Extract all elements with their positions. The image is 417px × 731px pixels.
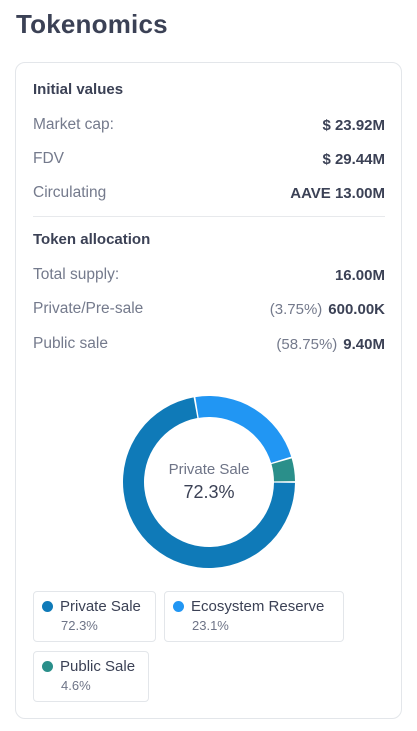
legend-label: Public Sale — [60, 658, 136, 675]
public-sale-percent: (58.75%) — [276, 335, 338, 353]
donut-slice-public-sale[interactable] — [271, 458, 295, 482]
total-supply-label: Total supply: — [33, 266, 120, 283]
allocation-donut-chart[interactable] — [119, 392, 299, 572]
public-sale-label: Public sale — [33, 335, 108, 352]
legend-value: 72.3% — [61, 618, 98, 633]
public-sale-value: 9.40M — [343, 335, 385, 353]
fdv-label: FDV — [33, 150, 64, 167]
page-title: Tokenomics — [16, 9, 168, 39]
total-supply-value: 16.00M — [334, 266, 385, 284]
market-cap-value: $ 23.92M — [322, 116, 385, 134]
initial-values-heading: Initial values — [33, 81, 124, 98]
public-sale-row: Public sale (58.75%) 9.40M — [33, 333, 385, 355]
legend-dot-ecosystem-reserve — [173, 601, 184, 612]
fdv-row: FDV $ 29.44M — [33, 148, 385, 170]
market-cap-label: Market cap: — [33, 116, 114, 133]
circulating-value: AAVE 13.00M — [290, 184, 385, 202]
private-presale-label: Private/Pre-sale — [33, 300, 144, 317]
tokenomics-card: Initial values Market cap: $ 23.92M FDV … — [15, 62, 402, 719]
donut-slice-ecosystem-reserve[interactable] — [195, 396, 292, 463]
token-allocation-heading: Token allocation — [33, 231, 151, 248]
private-presale-percent: (3.75%) — [269, 300, 323, 318]
legend-item-ecosystem-reserve[interactable]: Ecosystem Reserve 23.1% — [164, 591, 344, 642]
legend-item-public-sale[interactable]: Public Sale 4.6% — [33, 651, 149, 702]
legend-dot-public-sale — [42, 661, 53, 672]
market-cap-row: Market cap: $ 23.92M — [33, 114, 385, 136]
private-presale-value: 600.00K — [328, 300, 385, 318]
fdv-value: $ 29.44M — [322, 150, 385, 168]
circulating-row: Circulating AAVE 13.00M — [33, 182, 385, 204]
legend-item-private-sale[interactable]: Private Sale 72.3% — [33, 591, 156, 642]
legend-value: 23.1% — [192, 618, 229, 633]
legend-dot-private-sale — [42, 601, 53, 612]
private-presale-row: Private/Pre-sale (3.75%) 600.00K — [33, 298, 385, 320]
legend-label: Private Sale — [60, 598, 141, 615]
legend-label: Ecosystem Reserve — [191, 598, 325, 615]
circulating-label: Circulating — [33, 184, 107, 201]
legend-value: 4.6% — [61, 678, 91, 693]
total-supply-row: Total supply: 16.00M — [33, 264, 385, 286]
section-divider — [33, 216, 385, 217]
